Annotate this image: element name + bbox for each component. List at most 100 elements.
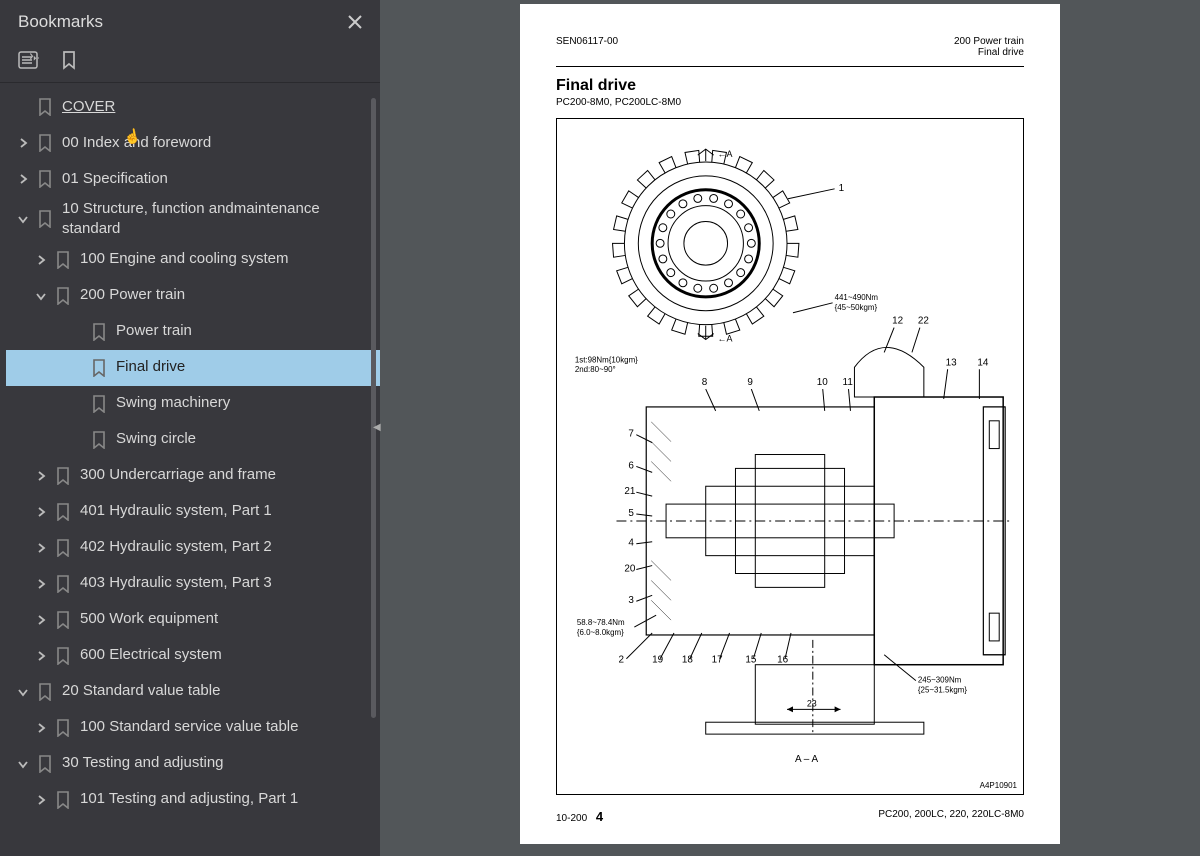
- bookmark-label: 20 Standard value table: [62, 681, 372, 701]
- svg-text:2nd:80~90°: 2nd:80~90°: [575, 365, 616, 374]
- svg-text:441~490Nm: 441~490Nm: [835, 293, 879, 302]
- chevron-right-icon[interactable]: [32, 579, 50, 589]
- svg-text:1: 1: [839, 183, 845, 194]
- chevron-down-icon[interactable]: [32, 291, 50, 301]
- section-name: 200 Power train Final drive: [954, 36, 1024, 58]
- bookmark-item[interactable]: 20 Standard value table: [6, 674, 380, 710]
- bookmark-item[interactable]: 401 Hydraulic system, Part 1: [6, 494, 380, 530]
- bookmark-icon: [36, 755, 54, 773]
- document-viewport[interactable]: SEN06117-00 200 Power train Final drive …: [380, 0, 1200, 856]
- bookmark-ribbon-icon[interactable]: [60, 50, 78, 70]
- svg-text:12: 12: [892, 316, 904, 327]
- svg-text:4: 4: [628, 538, 634, 549]
- svg-text:21: 21: [624, 486, 636, 497]
- bookmark-item[interactable]: Swing machinery: [6, 386, 380, 422]
- bookmark-tree[interactable]: COVER 00 Index and foreword 01 Specificati…: [0, 83, 380, 856]
- bookmark-item[interactable]: 500 Work equipment: [6, 602, 380, 638]
- svg-text:2: 2: [618, 655, 624, 666]
- svg-text:←A: ←A: [718, 333, 733, 343]
- bookmark-icon: [90, 431, 108, 449]
- svg-text:17: 17: [712, 655, 724, 666]
- bookmark-item[interactable]: Swing circle: [6, 422, 380, 458]
- bookmark-item[interactable]: 100 Standard service value table: [6, 710, 380, 746]
- chevron-right-icon[interactable]: [32, 471, 50, 481]
- svg-text:A – A: A – A: [795, 754, 819, 765]
- svg-text:22: 22: [918, 316, 930, 327]
- svg-text:18: 18: [682, 655, 694, 666]
- bookmark-icon: [54, 251, 72, 269]
- chevron-right-icon[interactable]: [32, 543, 50, 553]
- bookmark-label: 00 Index and foreword: [62, 133, 372, 153]
- bookmark-icon: [90, 323, 108, 341]
- header-rule: [556, 66, 1024, 67]
- svg-text:58.8~78.4Nm: 58.8~78.4Nm: [577, 618, 625, 627]
- sidebar-title: Bookmarks: [18, 12, 103, 32]
- sidebar-collapse-handle[interactable]: ◀: [373, 420, 380, 434]
- bookmark-item[interactable]: 10 Structure, function andmaintenance st…: [6, 197, 380, 242]
- chevron-down-icon[interactable]: [14, 214, 32, 224]
- page-subtitle: PC200-8M0, PC200LC-8M0: [556, 97, 1024, 108]
- close-icon[interactable]: [346, 13, 364, 31]
- bookmark-label: 600 Electrical system: [80, 645, 372, 665]
- svg-text:{6.0~8.0kɡm}: {6.0~8.0kɡm}: [577, 628, 624, 637]
- bookmark-item[interactable]: 101 Testing and adjusting, Part 1: [6, 782, 380, 818]
- bookmark-item[interactable]: Final drive: [6, 350, 380, 386]
- chevron-right-icon[interactable]: [32, 507, 50, 517]
- page-header: SEN06117-00 200 Power train Final drive: [556, 36, 1024, 58]
- bookmark-item[interactable]: 600 Electrical system: [6, 638, 380, 674]
- chevron-down-icon[interactable]: [14, 687, 32, 697]
- bookmark-item[interactable]: 403 Hydraulic system, Part 3: [6, 566, 380, 602]
- model-list: PC200, 200LC, 220, 220LC-8M0: [878, 809, 1024, 824]
- bookmark-label: 300 Undercarriage and frame: [80, 465, 372, 485]
- page-footer: 10-200 4 PC200, 200LC, 220, 220LC-8M0: [556, 809, 1024, 824]
- pdf-page: SEN06117-00 200 Power train Final drive …: [520, 4, 1060, 844]
- bookmark-item[interactable]: 402 Hydraulic system, Part 2: [6, 530, 380, 566]
- bookmark-label: Swing circle: [116, 429, 372, 449]
- bookmark-item[interactable]: COVER: [6, 89, 380, 125]
- chevron-right-icon[interactable]: [32, 723, 50, 733]
- bookmark-label: Swing machinery: [116, 393, 372, 413]
- bookmark-icon: [36, 98, 54, 116]
- bookmark-label: 30 Testing and adjusting: [62, 753, 372, 773]
- bookmark-item[interactable]: 01 Specification: [6, 161, 380, 197]
- bookmark-icon: [90, 395, 108, 413]
- svg-text:6: 6: [628, 460, 634, 471]
- bookmark-label: COVER: [62, 97, 372, 117]
- chevron-right-icon[interactable]: [14, 174, 32, 184]
- svg-text:5: 5: [628, 508, 634, 519]
- bookmark-item[interactable]: Power train: [6, 314, 380, 350]
- outline-options-icon[interactable]: [18, 51, 42, 69]
- svg-text:{25~31.5kɡm}: {25~31.5kɡm}: [918, 685, 967, 694]
- sidebar-header: Bookmarks: [0, 0, 380, 40]
- svg-text:16: 16: [777, 655, 789, 666]
- bookmark-item[interactable]: 30 Testing and adjusting: [6, 746, 380, 782]
- bookmark-item[interactable]: 00 Index and foreword: [6, 125, 380, 161]
- bookmark-icon: [36, 170, 54, 188]
- svg-text:3: 3: [628, 595, 634, 606]
- figure-id: A4P10901: [980, 781, 1017, 790]
- svg-text:8: 8: [702, 377, 708, 388]
- chevron-right-icon[interactable]: [32, 651, 50, 661]
- bookmark-icon: [36, 134, 54, 152]
- bookmark-label: 100 Standard service value table: [80, 717, 372, 737]
- bookmark-label: 101 Testing and adjusting, Part 1: [80, 789, 372, 809]
- bookmark-icon: [54, 287, 72, 305]
- bookmark-item[interactable]: 300 Undercarriage and frame: [6, 458, 380, 494]
- chevron-down-icon[interactable]: [14, 759, 32, 769]
- svg-text:14: 14: [977, 357, 989, 368]
- bookmark-item[interactable]: 200 Power train: [6, 278, 380, 314]
- technical-drawing: ←A ←A 1 441~490Nm {45~50kɡm} 1st:98Nm{10…: [556, 118, 1024, 795]
- chevron-right-icon[interactable]: [32, 255, 50, 265]
- bookmark-label: 403 Hydraulic system, Part 3: [80, 573, 372, 593]
- chevron-right-icon[interactable]: [32, 795, 50, 805]
- svg-text:←A: ←A: [718, 149, 733, 159]
- bookmark-icon: [54, 791, 72, 809]
- svg-text:23: 23: [807, 698, 817, 708]
- chevron-right-icon[interactable]: [14, 138, 32, 148]
- bookmarks-sidebar: Bookmarks COVER 00 Index and foreword 01 S…: [0, 0, 380, 856]
- svg-text:1st:98Nm{10kɡm}: 1st:98Nm{10kɡm}: [575, 355, 638, 364]
- chevron-right-icon[interactable]: [32, 615, 50, 625]
- bookmark-icon: [90, 359, 108, 377]
- bookmark-item[interactable]: 100 Engine and cooling system: [6, 242, 380, 278]
- scrollbar-thumb[interactable]: [371, 98, 376, 718]
